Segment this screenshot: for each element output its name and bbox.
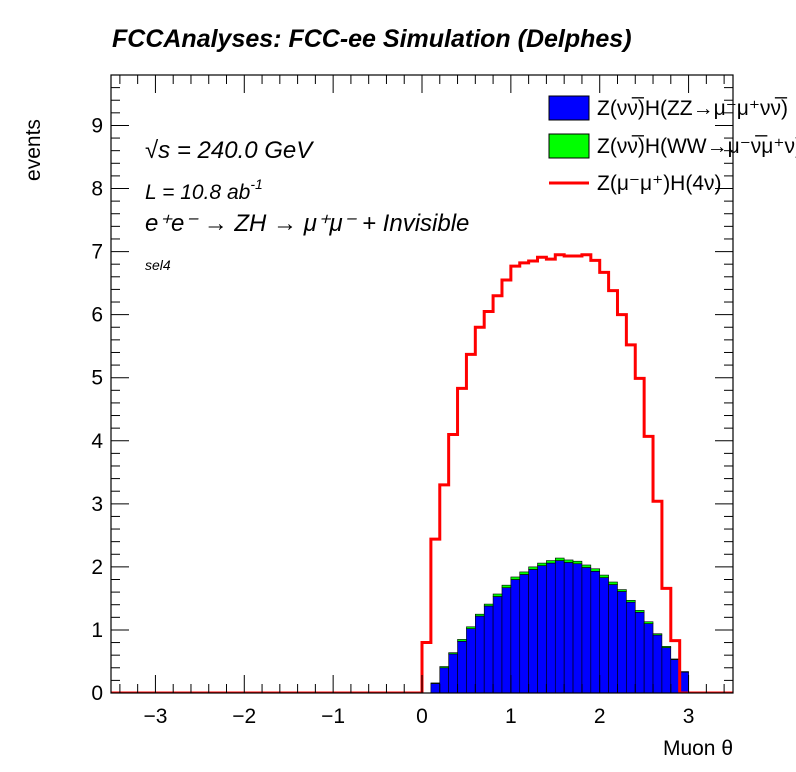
bin-s0-27: [661, 647, 672, 693]
bin-s1-11: [519, 571, 529, 575]
legend-label-mumu: Z(μ⁻μ⁺)H(4ν): [597, 172, 722, 195]
y-tick-label: 3: [91, 493, 103, 516]
legend: Z(νν̅)H(ZZ→μ⁻μ⁺νν̅) Z(νν̅)H(WW→μ⁻ν̅μ⁺ν) …: [548, 95, 796, 195]
y-tick-label: 1: [91, 619, 103, 642]
bin-s1-1: [430, 682, 441, 684]
bin-s1-12: [528, 566, 538, 570]
bin-s0-8: [492, 596, 503, 693]
bin-s1-23: [626, 599, 636, 603]
axes-ticks: −3 −2 −1 0 1 2 3 0 1 2 3 4 5 6 7 8 9: [91, 74, 733, 728]
x-tick-label: 3: [683, 705, 695, 728]
bin-s1-20: [599, 574, 609, 578]
annotation-lumi: L = 10.8 ab-1: [145, 176, 263, 204]
bin-s1-8: [492, 593, 503, 597]
bin-s1-7: [483, 603, 494, 607]
bin-s0-20: [599, 577, 609, 693]
legend-label-zz: Z(νν̅)H(ZZ→μ⁻μ⁺νν̅): [597, 97, 788, 120]
bin-s0-22: [617, 591, 627, 693]
bin-s0-21: [608, 584, 618, 693]
bin-s1-5: [466, 626, 476, 629]
bin-s0-10: [510, 579, 521, 693]
bin-s0-5: [466, 628, 476, 693]
y-tick-label: 6: [91, 304, 103, 327]
annotation-selection: sel4: [145, 257, 171, 273]
y-tick-label: 0: [91, 682, 103, 705]
bin-s1-13: [537, 562, 547, 566]
bin-s0-14: [546, 562, 556, 693]
bin-s0-3: [448, 653, 458, 693]
bin-s0-25: [643, 623, 654, 693]
bin-s1-19: [590, 568, 601, 572]
bin-s0-17: [572, 563, 583, 693]
annotation-sqrts: √s = 240.0 GeV: [145, 137, 314, 164]
bin-s0-18: [581, 567, 592, 693]
y-tick-label: 5: [91, 367, 103, 390]
bin-s0-6: [475, 615, 485, 693]
bin-s1-2: [439, 666, 449, 669]
bin-s1-3: [448, 652, 458, 655]
y-tick-label: 7: [91, 241, 103, 264]
bin-s1-25: [643, 621, 654, 624]
y-axis-label: events: [22, 119, 45, 181]
x-tick-label: −2: [232, 705, 256, 728]
x-tick-label: −1: [321, 705, 345, 728]
bin-s1-17: [572, 560, 583, 565]
annotation-process: e⁺e⁻ → ZH → μ⁺μ⁻ + Invisible: [145, 210, 469, 237]
bin-s1-4: [457, 639, 467, 642]
bin-s1-16: [563, 559, 574, 563]
annotation-lumi-sup: -1: [250, 176, 262, 192]
series-line-0: [111, 253, 733, 693]
bin-s0-16: [563, 562, 574, 693]
bin-s1-26: [652, 633, 663, 636]
y-tick-label: 4: [91, 430, 103, 453]
bin-s0-9: [501, 587, 512, 693]
x-tick-label: 1: [505, 705, 517, 728]
chart-title: FCCAnalyses: FCC-ee Simulation (Delphes): [112, 25, 632, 53]
bin-s0-19: [590, 570, 601, 693]
bin-s1-9: [501, 584, 512, 588]
bin-s0-7: [483, 605, 494, 693]
legend-swatch-zz: [548, 95, 590, 121]
y-tick-label: 2: [91, 556, 103, 579]
bin-s0-23: [626, 601, 636, 693]
legend-label-ww: Z(νν̅)H(WW→μ⁻ν̅μ⁺ν): [597, 135, 796, 158]
bin-s1-18: [581, 564, 592, 568]
x-tick-label: 2: [594, 705, 606, 728]
x-axis-label: Muon θ: [663, 737, 733, 760]
bin-s1-22: [617, 589, 627, 592]
bin-s0-11: [519, 574, 529, 693]
bin-s1-24: [634, 610, 645, 613]
bin-s0-1: [430, 683, 441, 693]
bin-s0-24: [634, 611, 645, 693]
x-tick-label: −3: [143, 705, 167, 728]
bin-s0-2: [439, 667, 449, 693]
bin-s0-12: [528, 569, 538, 693]
bin-s1-15: [554, 557, 565, 561]
bin-s0-4: [457, 640, 467, 693]
bin-s0-15: [554, 560, 565, 693]
annotation-lumi-main: L = 10.8 ab: [145, 181, 251, 204]
bin-s1-14: [546, 560, 556, 564]
series-layer: [111, 253, 733, 693]
x-tick-label: 0: [416, 705, 428, 728]
bin-s0-26: [652, 634, 663, 693]
bin-s1-21: [608, 581, 618, 585]
y-tick-label: 8: [91, 178, 103, 201]
bin-s1-27: [661, 646, 672, 648]
bin-s0-13: [537, 565, 547, 693]
legend-swatch-ww: [548, 133, 590, 159]
bin-s1-6: [475, 613, 485, 617]
y-tick-label: 9: [91, 114, 103, 137]
bin-s1-10: [510, 576, 521, 580]
